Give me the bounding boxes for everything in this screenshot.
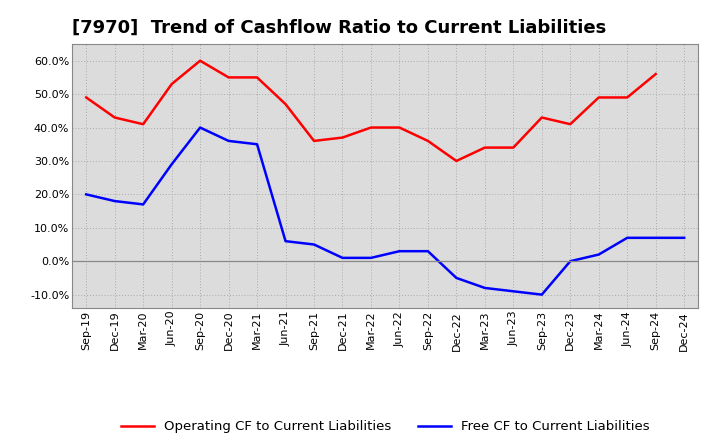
Free CF to Current Liabilities (623, 235, 631, 241)
Free CF to Current Liabilities (82, 192, 91, 197)
Free CF to Current Liabilities (253, 142, 261, 147)
Line: Operating CF to Current Liabilities: Operating CF to Current Liabilities (86, 61, 656, 161)
Line: Free CF to Current Liabilities: Free CF to Current Liabilities (86, 128, 684, 295)
Free CF to Current Liabilities (167, 161, 176, 167)
Free CF to Current Liabilities (110, 198, 119, 204)
Free CF to Current Liabilities (452, 275, 461, 281)
Operating CF to Current Liabilities (537, 115, 546, 120)
Free CF to Current Liabilities (366, 255, 375, 260)
Operating CF to Current Liabilities (225, 75, 233, 80)
Free CF to Current Liabilities (310, 242, 318, 247)
Free CF to Current Liabilities (139, 202, 148, 207)
Legend: Operating CF to Current Liabilities, Free CF to Current Liabilities: Operating CF to Current Liabilities, Fre… (115, 415, 655, 439)
Free CF to Current Liabilities (282, 238, 290, 244)
Free CF to Current Liabilities (537, 292, 546, 297)
Operating CF to Current Liabilities (652, 71, 660, 77)
Free CF to Current Liabilities (566, 259, 575, 264)
Operating CF to Current Liabilities (82, 95, 91, 100)
Free CF to Current Liabilities (595, 252, 603, 257)
Operating CF to Current Liabilities (452, 158, 461, 164)
Operating CF to Current Liabilities (310, 138, 318, 143)
Operating CF to Current Liabilities (509, 145, 518, 150)
Free CF to Current Liabilities (423, 249, 432, 254)
Operating CF to Current Liabilities (338, 135, 347, 140)
Free CF to Current Liabilities (395, 249, 404, 254)
Operating CF to Current Liabilities (282, 102, 290, 107)
Operating CF to Current Liabilities (566, 121, 575, 127)
Operating CF to Current Liabilities (395, 125, 404, 130)
Operating CF to Current Liabilities (167, 81, 176, 87)
Operating CF to Current Liabilities (253, 75, 261, 80)
Operating CF to Current Liabilities (423, 138, 432, 143)
Operating CF to Current Liabilities (595, 95, 603, 100)
Free CF to Current Liabilities (480, 285, 489, 290)
Operating CF to Current Liabilities (366, 125, 375, 130)
Text: [7970]  Trend of Cashflow Ratio to Current Liabilities: [7970] Trend of Cashflow Ratio to Curren… (72, 19, 606, 37)
Operating CF to Current Liabilities (480, 145, 489, 150)
Free CF to Current Liabilities (196, 125, 204, 130)
Operating CF to Current Liabilities (196, 58, 204, 63)
Operating CF to Current Liabilities (110, 115, 119, 120)
Free CF to Current Liabilities (680, 235, 688, 241)
Operating CF to Current Liabilities (623, 95, 631, 100)
Operating CF to Current Liabilities (139, 121, 148, 127)
Free CF to Current Liabilities (509, 289, 518, 294)
Free CF to Current Liabilities (225, 138, 233, 143)
Free CF to Current Liabilities (338, 255, 347, 260)
